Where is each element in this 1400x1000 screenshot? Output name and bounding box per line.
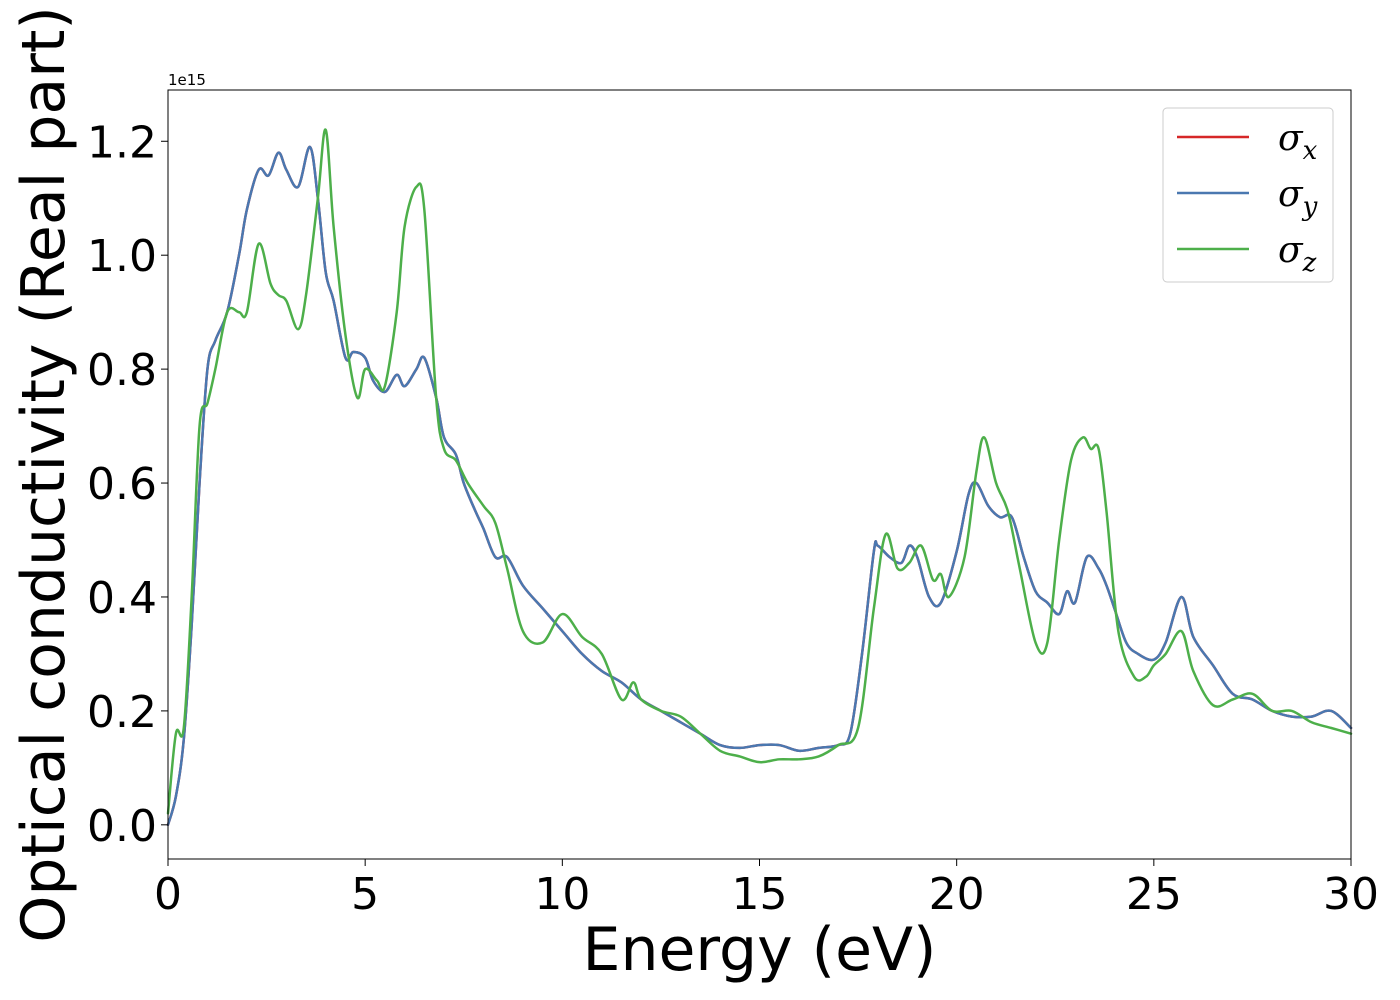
x-tick-label: 0: [154, 869, 182, 920]
y-axis-ticks: 0.0 0.2 0.4 0.6 0.8 1.0 1.2: [87, 117, 168, 852]
y-tick-label: 1.0: [87, 231, 157, 282]
x-tick-label: 30: [1323, 869, 1379, 920]
y-axis-title: Optical conductivity (Real part): [9, 6, 79, 943]
x-tick-label: 5: [351, 869, 379, 920]
x-tick-label: 20: [929, 869, 985, 920]
x-tick-label: 15: [732, 869, 788, 920]
y-tick-label: 0.4: [87, 573, 157, 624]
y-tick-label: 0.2: [87, 687, 157, 738]
legend-box: [1162, 107, 1334, 283]
y-tick-label: 1.2: [87, 117, 157, 168]
x-tick-label: 10: [534, 869, 590, 920]
y-tick-label: 0.8: [87, 345, 157, 396]
x-axis-ticks: 0 5 10 15 20 25 30: [154, 859, 1379, 920]
y-axis-offset-label: 1e15: [168, 71, 206, 89]
series-line-z: [166, 128, 1353, 815]
x-axis-title: Energy (eV): [583, 915, 937, 985]
series-layer: [166, 128, 1353, 827]
x-tick-label: 25: [1126, 869, 1182, 920]
y-tick-label: 0.0: [87, 801, 157, 852]
y-tick-label: 0.6: [87, 459, 157, 510]
series-line-y: [166, 145, 1353, 827]
